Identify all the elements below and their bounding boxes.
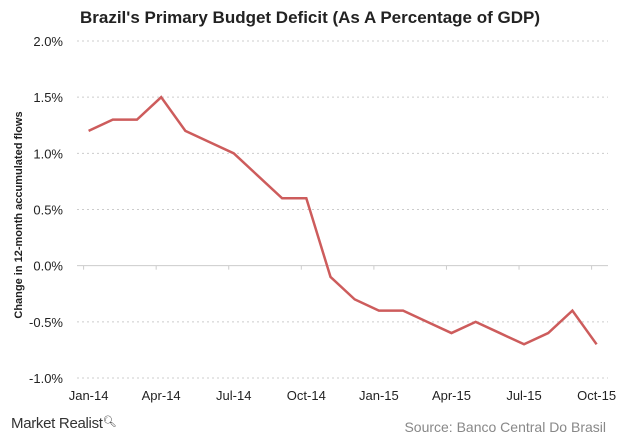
x-tick-label: Oct-14 bbox=[287, 388, 326, 403]
y-tick-label: -0.5% bbox=[29, 315, 63, 330]
x-tick-label: Oct-15 bbox=[577, 388, 616, 403]
x-tick-label: Apr-14 bbox=[142, 388, 181, 403]
series-line bbox=[88, 95, 598, 346]
source-note: Source: Banco Central Do Brasil bbox=[404, 419, 606, 435]
x-tick-label: Jul-14 bbox=[216, 388, 251, 403]
magnifier-icon: 🔍︎ bbox=[102, 416, 117, 428]
logo-text: Market Realist bbox=[11, 415, 103, 432]
y-tick-label: 1.0% bbox=[33, 146, 63, 161]
y-tick-label: 0.0% bbox=[33, 259, 63, 274]
market-realist-logo: Market Realist🔍︎ bbox=[11, 415, 117, 432]
y-tick-label: 2.0% bbox=[33, 34, 63, 49]
y-tick-label: 1.5% bbox=[33, 90, 63, 105]
y-tick-label: -1.0% bbox=[29, 371, 63, 386]
y-tick-label: 0.5% bbox=[33, 203, 63, 218]
x-tick-label: Jul-15 bbox=[506, 388, 541, 403]
x-tick-label: Jan-15 bbox=[359, 388, 399, 403]
x-tick-label: Jan-14 bbox=[69, 388, 109, 403]
x-tick-label: Apr-15 bbox=[432, 388, 471, 403]
chart-title: Brazil's Primary Budget Deficit (As A Pe… bbox=[79, 8, 540, 27]
